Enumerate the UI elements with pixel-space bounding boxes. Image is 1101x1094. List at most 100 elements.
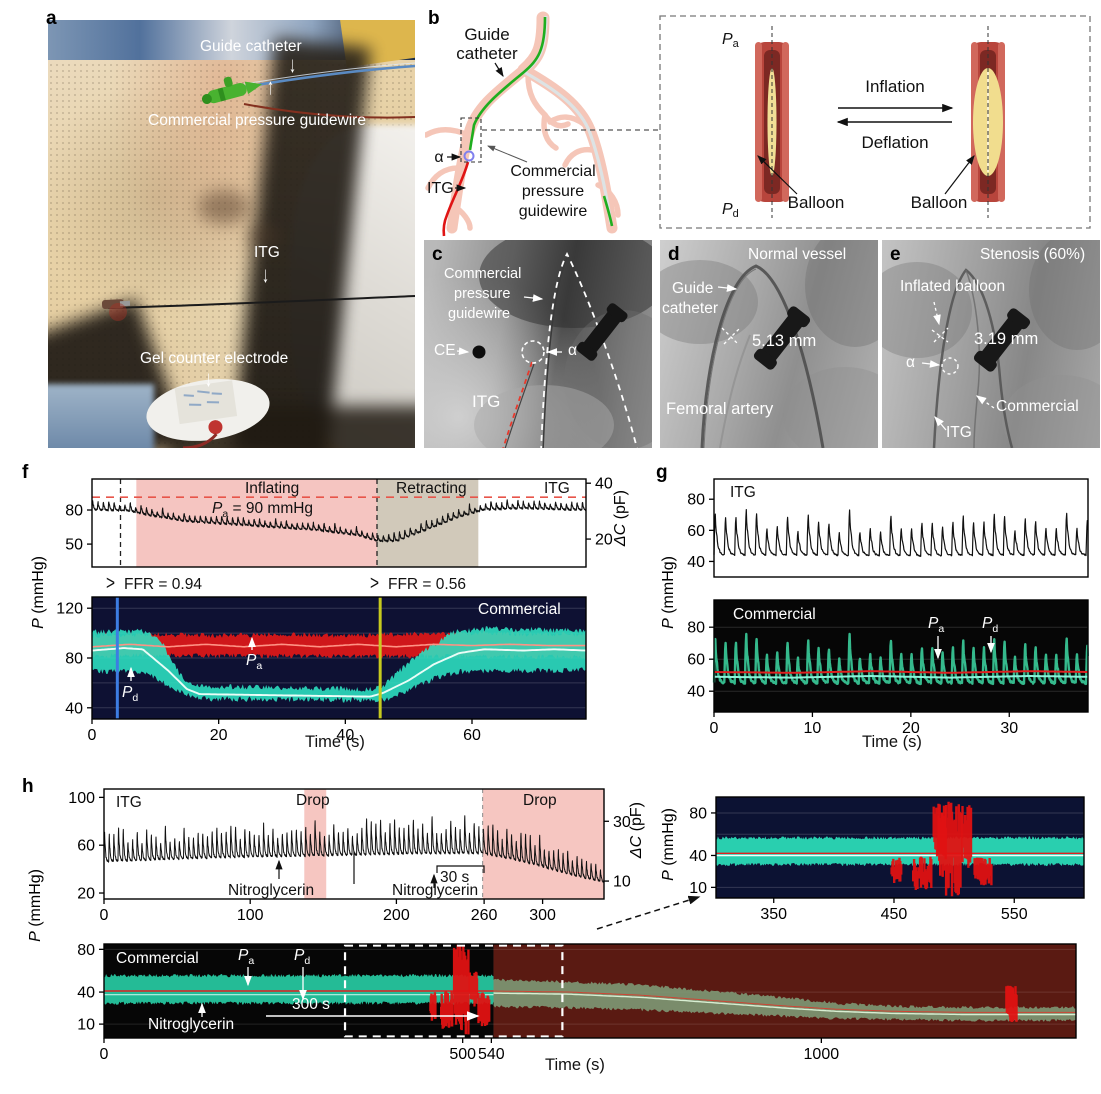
label-pd: Pd [722,201,739,220]
label-pa-setpoint: Pa = 90 mmHg [212,500,314,521]
label-itg: ITG [427,180,454,197]
label-g-itg: ITG [730,484,756,501]
label-guide-catheter: Guide catheter [200,38,302,55]
svg-text:40: 40 [65,700,83,717]
label-f-itg: ITG [544,480,570,497]
svg-text:30: 30 [1000,720,1018,737]
svg-text:10: 10 [613,874,631,891]
label-balloon-right: Balloon [911,193,968,212]
svg-text:40: 40 [687,684,705,701]
f-y2label: ΔC (pF) [612,490,629,547]
svg-text:540: 540 [478,1046,505,1063]
label-drop-1: Drop [296,792,330,809]
label-drop-2: Drop [523,792,557,809]
svg-text:80: 80 [65,503,83,520]
g-ylabel: P (mmHg) [660,556,677,629]
itg-path [442,161,470,237]
ffr2-pointer: > [370,572,380,595]
label-commercial: Commercial [996,398,1079,415]
svg-text:60: 60 [77,838,95,855]
bruise-1 [198,190,250,224]
label-h-pd: Pd [294,947,311,968]
label-nitro-3: Nitroglycerin [148,1016,235,1033]
label-alpha: α [434,149,443,166]
label-comm-2: pressure [522,183,584,200]
xray-guidewire-itg: c Commercial pressure guidewire CE α ITG [424,240,652,448]
svg-text:40: 40 [687,554,705,571]
label-guidewire: Commercial pressure guidewire [148,112,366,129]
chart-h-inset: 350 450 550 80 40 10 [689,796,1085,923]
panel-letter-g: g [656,462,668,483]
radiopaque-marker [576,303,628,361]
label-normal-vessel: Normal vessel [748,246,847,263]
gel-electrode-arrow: ↓ [205,365,212,391]
svg-text:0: 0 [88,727,97,744]
label-alpha: α [568,342,577,359]
svg-text:260: 260 [471,907,498,924]
chart-h-commercial: 0 500 540 1000 80 40 10 [77,942,1077,1063]
svg-text:0: 0 [100,1046,109,1063]
chart-g-itg: 80 60 40 [687,478,1089,578]
panel-letter-c: c [432,244,443,265]
label-ffr2: FFR = 0.56 [388,576,466,593]
svg-text:300: 300 [529,907,556,924]
measure-mark [721,327,739,345]
wire-curve [965,269,981,448]
xray-c-overlay [456,240,652,448]
svg-text:20: 20 [595,532,613,549]
svg-text:10: 10 [804,720,822,737]
h-ylabel: P (mmHg) [27,869,44,942]
chart-f-commercial: 0 20 40 60 120 80 40 [56,596,587,744]
xray-normal-vessel: d Normal vessel Guide catheter 5.13 mm F… [660,240,878,448]
label-nitro-2: Nitroglycerin [392,882,479,899]
label-itg: ITG [946,424,972,441]
svg-text:10: 10 [77,1017,95,1034]
panel-letter-h: h [22,776,34,797]
xray-stenosis: e Stenosis (60%) Inflated balloon 3.19 m… [882,240,1100,448]
alpha-circle [521,340,545,364]
panel-letter-e: e [890,244,901,265]
label-pa: Pa [722,31,740,50]
svg-text:10: 10 [689,880,707,897]
label-balloon-left: Balloon [788,193,845,212]
label-inflating: Inflating [245,480,300,497]
label-h-commercial: Commercial [116,950,199,967]
panel-letter-f: f [22,462,29,483]
guidewire-dashed-trace [540,252,638,448]
h-inset-ylabel: P (mmHg) [660,808,677,881]
label-retracting: Retracting [396,480,467,497]
f-ylabel: P (mmHg) [30,556,47,629]
radiopaque-marker [973,308,1031,372]
label-guide-2: catheter [456,44,518,63]
itg-dashed-trace [502,361,533,448]
label-comm-1: Commercial [510,163,595,180]
svg-text:80: 80 [689,805,707,822]
svg-text:20: 20 [77,886,95,903]
chart-h-itg: 0 100 200 260 300 100 60 20 30 10 [68,788,631,924]
label-femoral: Femoral artery [666,400,774,418]
svg-text:1000: 1000 [804,1046,840,1063]
svg-text:20: 20 [210,727,228,744]
svg-text:100: 100 [237,907,264,924]
counter-electrode-dot [472,345,486,359]
svg-text:0: 0 [100,907,109,924]
guide-catheter-line [237,64,415,90]
ffr1-pointer: > [106,572,116,595]
svg-text:40: 40 [336,727,354,744]
svg-text:40: 40 [595,476,613,493]
photo-surgical-field: Guide catheter ↓ ↑ Commercial pressure g… [48,20,415,448]
svg-text:60: 60 [687,523,705,540]
svg-text:50: 50 [65,537,83,554]
svg-text:40: 40 [689,848,707,865]
alpha-circle [941,357,959,375]
g-xlabel: Time (s) [862,733,922,751]
balloon-deflated [767,68,777,176]
inset-box [659,15,1091,229]
svg-text:450: 450 [881,906,908,923]
label-g-commercial: Commercial [733,606,816,623]
xray-e-overlay [882,240,1100,448]
label-guide-2: catheter [662,300,719,317]
label-h-pa: Pa [238,947,255,968]
label-itg: ITG [472,392,501,411]
label-inflated-balloon: Inflated balloon [900,278,1006,295]
